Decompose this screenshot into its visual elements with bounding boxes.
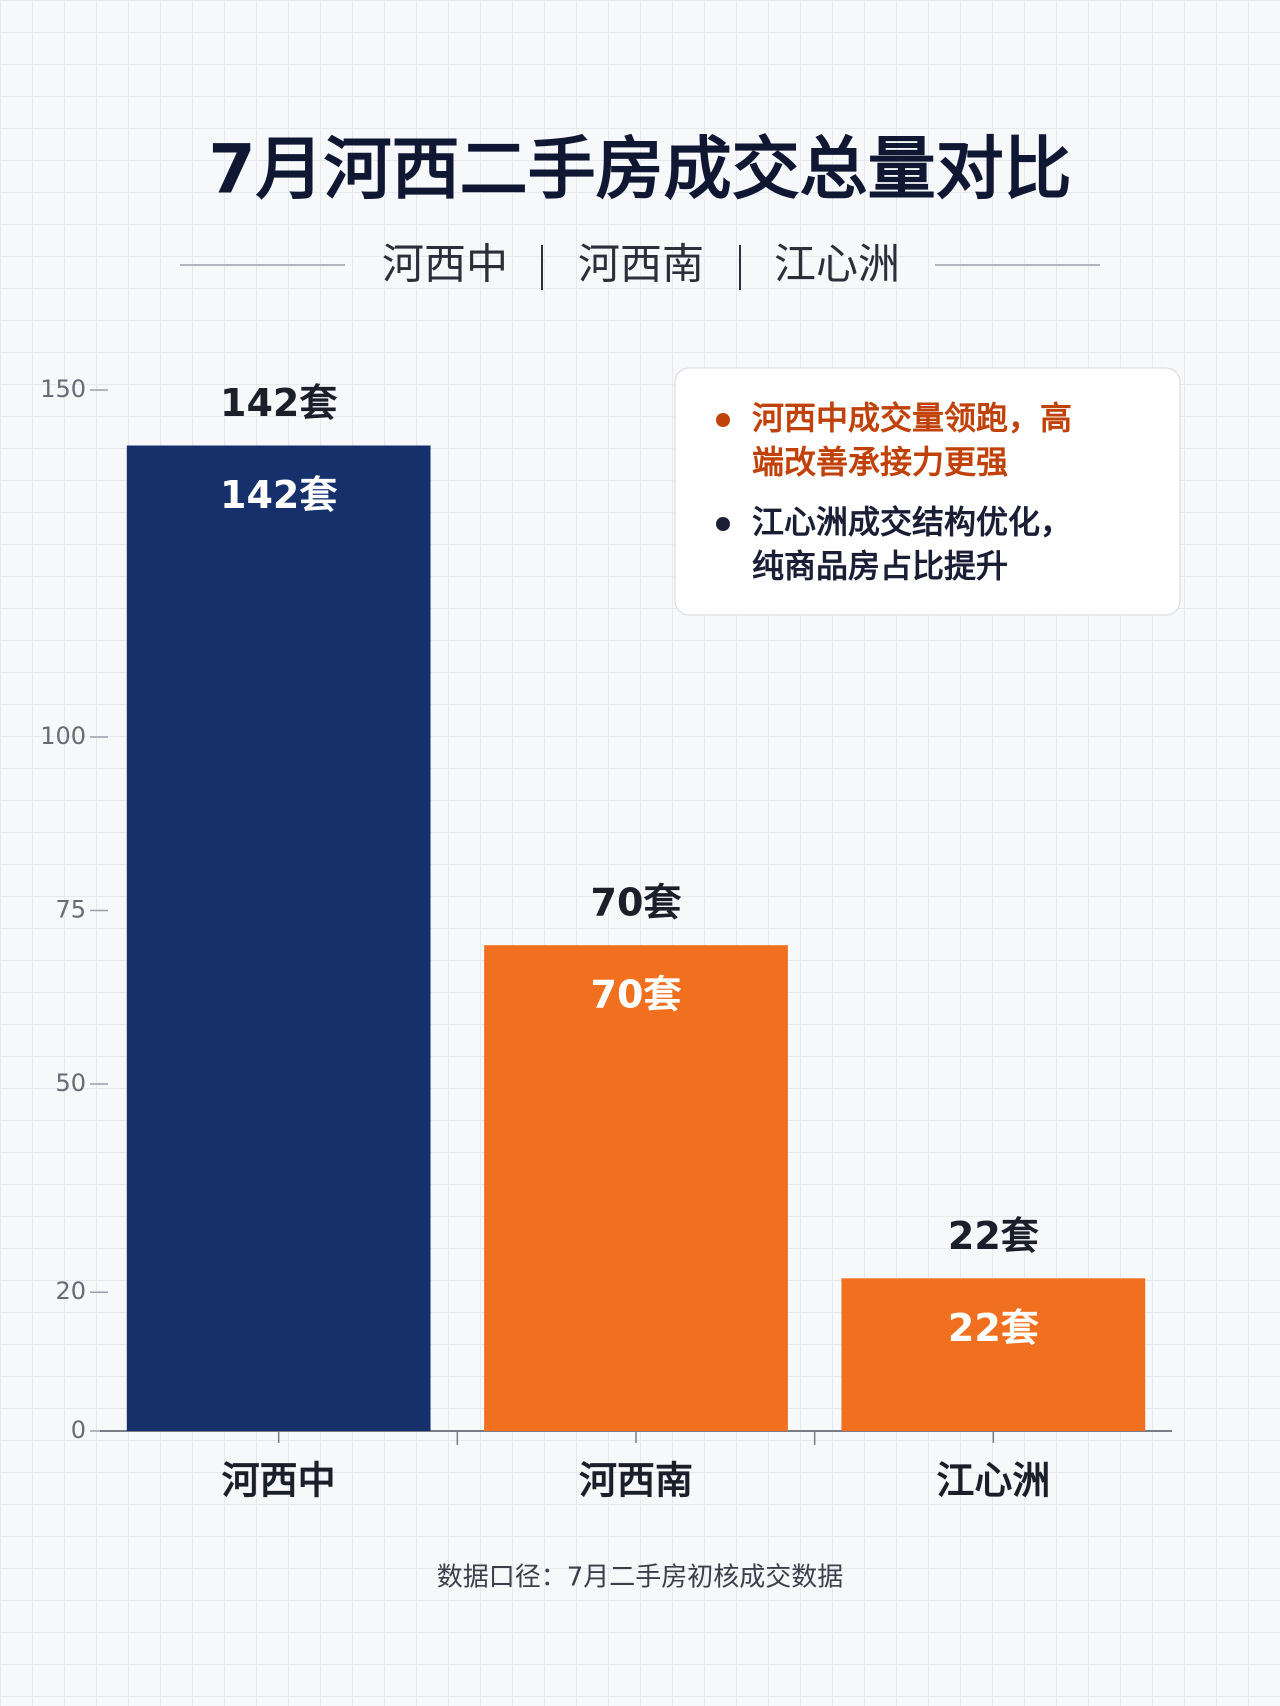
value-label: 70套: [591, 881, 682, 925]
subtitle-part: 河西中: [382, 240, 508, 289]
bar: [126, 445, 431, 1431]
y-tick-label: 50: [55, 1069, 86, 1097]
value-label: 22套: [948, 1214, 1039, 1258]
y-tick-label: 20: [55, 1277, 86, 1305]
y-tick-label: 100: [40, 722, 86, 750]
bar: [841, 1278, 1146, 1431]
subtitle-part: 江心洲: [774, 240, 900, 289]
x-tick-label: 江心洲: [936, 1459, 1050, 1503]
value-label-inner: 142套: [220, 473, 337, 517]
subtitle-part: 河西南: [578, 240, 704, 289]
y-tick-label: 75: [55, 896, 86, 924]
note-text: 河西中成交量领跑，高端改善承接力更强: [752, 399, 1072, 481]
note-bullet: [716, 413, 730, 427]
note-text: 江心洲成交结构优化，纯商品房占比提升: [752, 503, 1072, 585]
chart-title: 7月河西二手房成交总量对比: [208, 131, 1071, 210]
note-bullet: [716, 517, 730, 531]
value-label-inner: 70套: [591, 973, 682, 1017]
value-label-inner: 22套: [948, 1306, 1039, 1350]
y-tick-label: 150: [40, 375, 86, 403]
annotation-box: [674, 367, 1181, 616]
y-tick-label: 0: [71, 1416, 86, 1444]
bar: [484, 945, 788, 1431]
x-tick-label: 河西中: [222, 1459, 336, 1503]
footnote: 数据口径：7月二手房初核成交数据: [437, 1563, 844, 1593]
x-tick-label: 河西南: [579, 1459, 693, 1503]
value-label: 142套: [220, 381, 337, 425]
